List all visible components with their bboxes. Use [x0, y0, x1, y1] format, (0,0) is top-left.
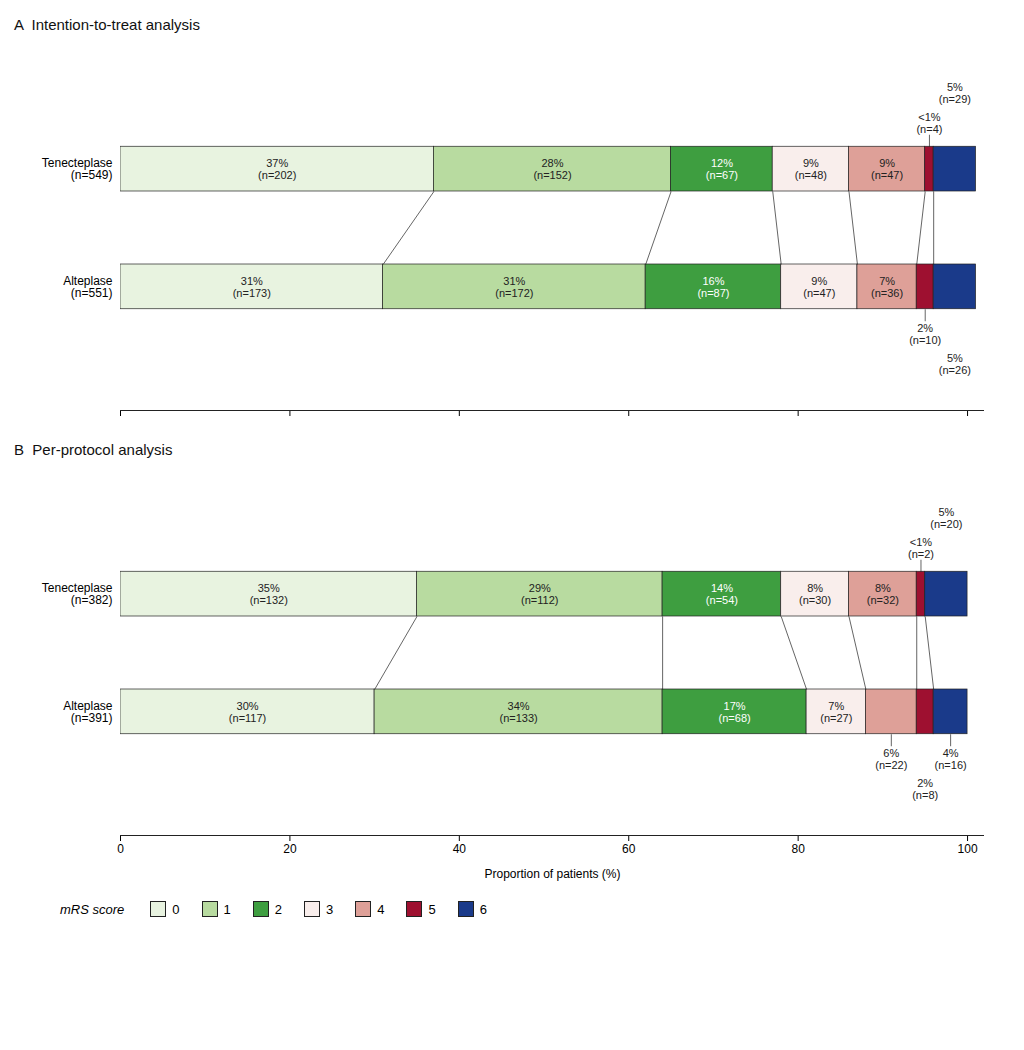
- svg-text:29%(n=112): 29%(n=112): [521, 582, 558, 606]
- svg-text:100: 100: [958, 842, 978, 856]
- svg-text:7%(n=27): 7%(n=27): [820, 700, 852, 724]
- html-text:B Per-protocol analysis: B Per-protocol analysis: [14, 441, 173, 458]
- svg-text:8%(n=32): 8%(n=32): [867, 582, 899, 606]
- svg-text:Tenecteplase(n=549): Tenecteplase(n=549): [42, 156, 113, 182]
- html-text:5: 5: [428, 901, 436, 917]
- svg-text:37%(n=202): 37%(n=202): [258, 157, 296, 181]
- svg-text:5%(n=26): 5%(n=26): [939, 352, 971, 376]
- svg-text:Tenecteplase(n=382): Tenecteplase(n=382): [42, 581, 113, 607]
- svg-text:2%(n=10): 2%(n=10): [909, 322, 941, 346]
- svg-text:<1%(n=2): <1%(n=2): [908, 536, 934, 560]
- html-text:4: 4: [377, 901, 385, 917]
- svg-text:9%(n=47): 9%(n=47): [803, 275, 835, 299]
- svg-text:2%(n=8): 2%(n=8): [912, 777, 938, 801]
- svg-text:20: 20: [283, 842, 297, 856]
- svg-text:12%(n=67): 12%(n=67): [706, 157, 738, 181]
- svg-text:0: 0: [117, 842, 124, 856]
- html-text:mRS score: mRS score: [60, 901, 125, 917]
- svg-text:14%(n=54): 14%(n=54): [706, 582, 738, 606]
- svg-text:4%(n=16): 4%(n=16): [935, 747, 967, 771]
- svg-text:30%(n=117): 30%(n=117): [229, 700, 266, 724]
- svg-text:31%(n=173): 31%(n=173): [233, 275, 271, 299]
- svg-text:Proportion of patients (%): Proportion of patients (%): [484, 867, 620, 881]
- svg-text:6%(n=22): 6%(n=22): [875, 747, 907, 771]
- svg-text:35%(n=132): 35%(n=132): [250, 582, 288, 606]
- html-text:2: 2: [274, 901, 282, 917]
- svg-text:40: 40: [453, 842, 467, 856]
- svg-text:7%(n=36): 7%(n=36): [871, 275, 903, 299]
- svg-text:9%(n=47): 9%(n=47): [871, 157, 903, 181]
- html-text:6: 6: [479, 901, 487, 917]
- html-text:A Intention-to-treat analysis: A Intention-to-treat analysis: [14, 16, 200, 33]
- svg-text:80: 80: [791, 842, 805, 856]
- svg-text:16%(n=87): 16%(n=87): [697, 275, 729, 299]
- html-text:0: 0: [172, 901, 180, 917]
- svg-text:5%(n=20): 5%(n=20): [930, 506, 962, 530]
- svg-text:17%(n=68): 17%(n=68): [719, 700, 751, 724]
- svg-text:8%(n=30): 8%(n=30): [799, 582, 831, 606]
- svg-text:34%(n=133): 34%(n=133): [500, 700, 538, 724]
- svg-text:28%(n=152): 28%(n=152): [533, 157, 571, 181]
- svg-text:Alteplase(n=391): Alteplase(n=391): [63, 699, 113, 725]
- html-text:1: 1: [223, 901, 231, 917]
- svg-text:Alteplase(n=551): Alteplase(n=551): [63, 274, 113, 300]
- svg-text:<1%(n=4): <1%(n=4): [916, 111, 942, 135]
- html-text:3: 3: [326, 901, 334, 917]
- svg-text:9%(n=48): 9%(n=48): [795, 157, 827, 181]
- svg-text:5%(n=29): 5%(n=29): [939, 81, 971, 105]
- svg-text:60: 60: [622, 842, 636, 856]
- svg-text:31%(n=172): 31%(n=172): [495, 275, 533, 299]
